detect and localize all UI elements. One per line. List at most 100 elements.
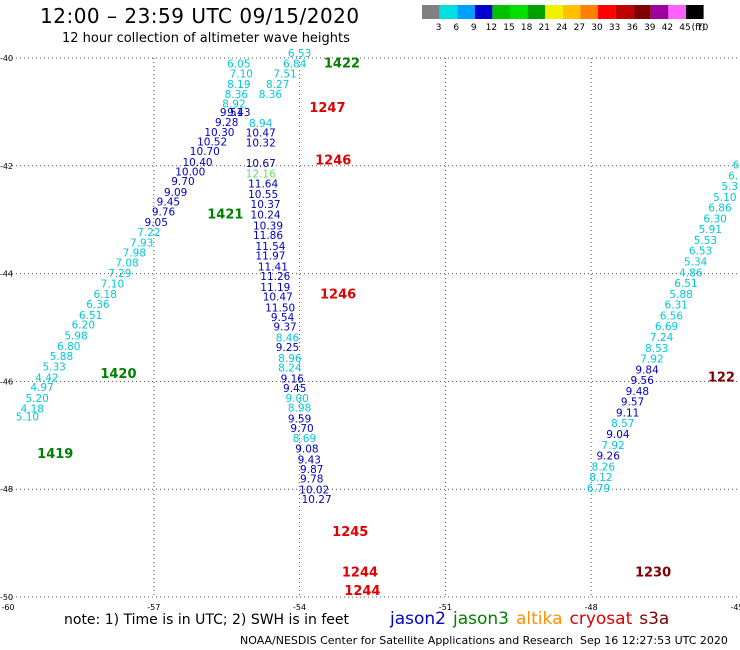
generated-timestamp: Sep 16 12:27:53 UTC 2020: [580, 634, 728, 647]
lat-tick-label: -44: [0, 270, 13, 279]
wave-height-reading: 8.96: [278, 353, 302, 365]
page-subtitle: 12 hour collection of altimeter wave hei…: [62, 31, 350, 46]
wave-height-reading: 11.54: [255, 241, 285, 253]
wave-height-reading: 6.56: [660, 310, 684, 322]
colorbar-label: 6: [453, 23, 459, 33]
wave-height-reading: 8.12: [589, 472, 612, 484]
colorbar-swatch: [545, 5, 563, 19]
wave-height-reading: 5.91: [699, 224, 722, 236]
colorbar-swatch: [650, 5, 669, 19]
wave-height-reading: 6.79: [587, 483, 610, 495]
colorbar-label: 30: [591, 23, 603, 33]
satellite-legend: jason2 jason3 altika cryosat s3a: [390, 609, 676, 629]
colorbar-swatch: [527, 5, 546, 19]
wave-height-reading: 6.31: [665, 300, 688, 312]
pass-time-label: 1245: [332, 525, 368, 540]
lon-tick-label: -48: [585, 603, 598, 612]
wave-height-reading: 10.70: [190, 146, 220, 158]
colorbar-swatch: [580, 5, 598, 19]
pass-time-label: 1230: [635, 566, 671, 581]
wave-height-reading: 10.24: [251, 210, 281, 222]
org-credit: NOAA/NESDIS Center for Satellite Applica…: [240, 634, 574, 647]
pass-time-label: 1422: [324, 57, 360, 72]
wave-height-reading: 11.50: [265, 302, 295, 314]
colorbar-swatch: [510, 5, 528, 19]
pass-time-label: 122: [708, 370, 735, 385]
colorbar-swatch: [562, 5, 581, 19]
wave-height-reading: 10.52: [197, 136, 227, 148]
colorbar-label: 24: [556, 23, 568, 33]
wave-height-reading: 10.00: [175, 167, 205, 179]
wave-height-reading: 9.48: [626, 386, 649, 398]
wave-height-reading: 6.84: [283, 59, 307, 71]
wave-height-reading: 10.67: [246, 158, 276, 170]
wave-height-reading: 6.53: [689, 246, 712, 258]
wave-height-reading: 5.10: [16, 412, 39, 424]
page-title: 12:00 – 23:59 UTC 09/15/2020: [40, 4, 360, 28]
wave-height-reading: 6.53: [288, 48, 311, 60]
lon-tick-label: -60: [1, 603, 14, 612]
wave-height-reading: 7.98: [123, 247, 146, 259]
wave-height-reading: 7.92: [601, 440, 624, 452]
wave-height-reading: 7.22: [137, 227, 160, 239]
lon-tick-label: -51: [439, 603, 452, 612]
wave-height-reading: 5.20: [25, 393, 48, 405]
wave-height-reading: 8.57: [611, 418, 634, 430]
wave-height-reading: 9.45: [283, 383, 306, 395]
wave-height-reading: 4.18: [21, 404, 44, 416]
wave-height-reading: 9.08: [295, 444, 318, 456]
wave-height-reading: 9.43: [298, 454, 321, 466]
wave-height-reading: 11.97: [255, 251, 285, 263]
wave-height-reading: 4.86: [679, 267, 703, 279]
wave-height-reading: 10.39: [253, 220, 283, 232]
colorbar-label: 3: [436, 23, 442, 33]
wave-height-reading: 9.04: [606, 429, 630, 441]
legend-satellite-s3a: s3a: [639, 609, 670, 629]
colorbar-swatch: [598, 5, 616, 19]
colorbar-swatch: [492, 5, 510, 19]
wave-height-reading: 9.43: [227, 107, 250, 119]
wave-height-reading: 5.53: [694, 235, 717, 247]
footnote: note: 1) Time is in UTC; 2) SWH is in fe…: [64, 612, 350, 628]
colorbar-label: 45: [679, 23, 690, 33]
wave-height-reading: 9.51: [220, 107, 243, 119]
wave-height-reading: 8.19: [227, 79, 250, 91]
colorbar-unit: (ft): [692, 23, 706, 33]
wave-height-reading: 9.16: [281, 373, 305, 385]
wave-height-reading: 6.20: [72, 320, 95, 332]
colorbar-label: 15: [503, 23, 514, 33]
wave-height-reading: 11.19: [260, 282, 290, 294]
colorbar-swatch: [439, 5, 458, 19]
wave-height-reading: 11.86: [253, 230, 283, 242]
wave-height-reading: 6.: [728, 170, 738, 182]
wave-height-reading: 10.40: [183, 157, 213, 169]
colorbar-swatch: [668, 5, 686, 19]
wave-height-reading: 9.11: [616, 407, 639, 419]
wave-height-reading: 6.86: [708, 203, 732, 215]
wave-height-reading: 8.46: [276, 333, 300, 345]
colorbar-swatch: [422, 5, 440, 19]
wave-height-reading: 9.05: [145, 217, 168, 229]
wave-height-reading: 9.57: [621, 397, 644, 409]
lat-tick-label: -40: [0, 54, 13, 63]
wave-height-reading: 5.88: [669, 289, 692, 301]
lon-tick-label: -57: [147, 603, 160, 612]
wave-height-reading: 10.02: [299, 485, 329, 497]
wave-height-reading: 5.10: [713, 192, 736, 204]
wave-height-reading: 6.51: [674, 278, 697, 290]
wave-height-reading: 5.98: [64, 330, 87, 342]
wave-height-reading: 9.26: [597, 451, 621, 463]
wave-height-reading: 10.55: [248, 189, 278, 201]
pass-time-label: 1419: [37, 447, 73, 462]
wave-height-reading: 8.27: [266, 79, 289, 91]
wave-height-reading: 7.10: [101, 279, 124, 291]
wave-height-reading: 6.80: [57, 341, 80, 353]
wave-height-reading: 6.36: [86, 299, 110, 311]
colorbar-label: 36: [626, 23, 638, 33]
pass-time-label: 1244: [342, 566, 378, 581]
wave-height-reading: 10.37: [251, 199, 281, 211]
wave-height-reading: 9.54: [271, 312, 295, 324]
colorbar-label: 39: [644, 23, 656, 33]
wave-height-reading: 9.87: [300, 464, 323, 476]
